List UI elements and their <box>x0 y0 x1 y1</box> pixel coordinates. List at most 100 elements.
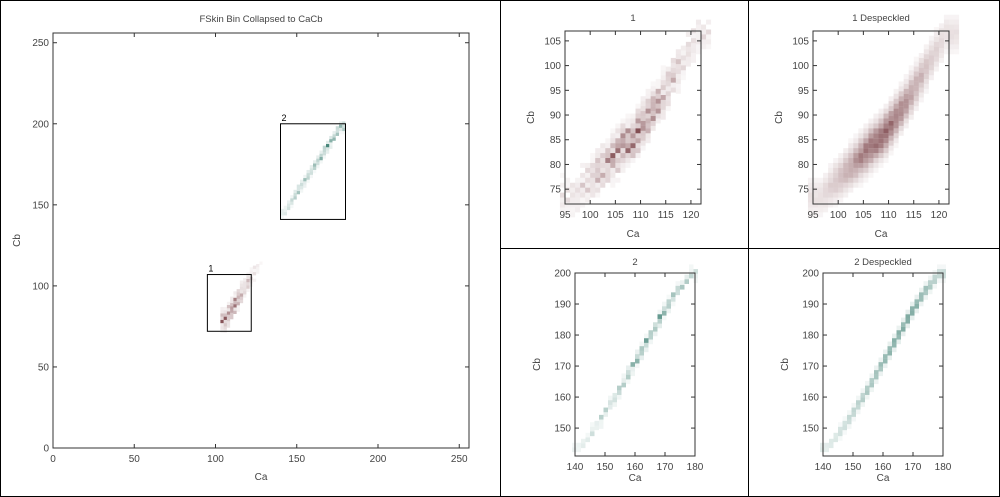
density-cell <box>863 138 869 144</box>
density-cell <box>847 410 852 415</box>
density-cell <box>585 432 590 438</box>
density-cell <box>575 207 581 213</box>
density-cell <box>858 133 864 139</box>
density-cell <box>954 19 960 25</box>
density-cell <box>610 138 616 144</box>
density-cell <box>585 192 591 198</box>
density-cell <box>878 128 884 134</box>
density-cell <box>905 323 910 329</box>
density-cell <box>653 326 658 332</box>
density-cell <box>680 65 686 71</box>
density-cell <box>290 201 294 205</box>
density-cell <box>928 280 933 285</box>
density-cell <box>823 197 829 203</box>
density-cell <box>249 270 253 274</box>
density-cell <box>919 287 924 293</box>
density-cell <box>559 207 565 213</box>
y-tick-label: 50 <box>38 362 50 373</box>
density-cell <box>585 437 590 443</box>
density-cell <box>608 395 613 401</box>
density-cell <box>865 380 870 386</box>
density-cell <box>892 347 897 353</box>
density-cell <box>908 80 914 86</box>
chart-title: 1 <box>630 13 635 24</box>
x-tick-label: 100 <box>207 454 224 465</box>
chart-title: FSkin Bin Collapsed to CaCb <box>199 14 322 25</box>
density-cell <box>824 442 829 448</box>
density-cell <box>883 358 888 364</box>
density-cell <box>893 128 899 134</box>
density-cell <box>923 88 929 94</box>
density-cell <box>580 172 586 178</box>
density-cell <box>883 138 889 144</box>
y-tick-label: 180 <box>802 331 819 342</box>
y-axis-label: Cb <box>780 358 791 371</box>
density-cell <box>329 142 333 146</box>
density-cell <box>918 57 924 63</box>
density-cell <box>226 317 231 322</box>
y-tick-label: 85 <box>550 135 562 146</box>
density-cell <box>575 192 581 198</box>
density-cell <box>949 34 955 40</box>
density-cell <box>823 187 829 193</box>
density-cell <box>223 316 227 320</box>
density-cell <box>893 98 899 104</box>
density-cell <box>316 155 320 159</box>
density-cell <box>896 330 901 335</box>
density-cell <box>660 80 666 86</box>
density-cell <box>863 143 869 149</box>
density-cell <box>818 192 824 198</box>
density-cell <box>893 138 899 144</box>
density-cell <box>938 33 944 39</box>
density-cell <box>865 385 870 391</box>
density-cell <box>828 192 834 198</box>
density-cell <box>954 14 960 20</box>
density-cell <box>575 197 581 203</box>
density-cell <box>620 123 626 129</box>
density-cell <box>575 187 581 193</box>
density-cell <box>689 269 694 274</box>
density-cell <box>838 167 844 173</box>
density-cell <box>848 143 854 149</box>
density-cell <box>675 88 681 94</box>
density-cell <box>874 374 879 380</box>
density-cell <box>630 128 636 134</box>
density-cell <box>599 424 604 429</box>
density-cell <box>829 438 834 444</box>
density-cell <box>670 67 676 73</box>
density-cell <box>873 143 879 149</box>
density-cell <box>612 397 617 403</box>
density-cell <box>246 275 250 279</box>
density-cell <box>565 202 571 208</box>
density-cell <box>610 167 616 173</box>
density-cell <box>868 172 874 178</box>
density-cell <box>888 106 894 112</box>
density-cell <box>888 96 894 102</box>
density-cell <box>590 422 595 427</box>
density-cell <box>701 44 707 50</box>
x-tick-label: 140 <box>815 462 832 473</box>
density-cell <box>293 189 297 194</box>
density-cell <box>626 374 631 380</box>
density-cell <box>220 316 224 320</box>
x-tick-label: 120 <box>931 210 948 221</box>
density-cell <box>615 143 621 149</box>
density-cell <box>630 362 635 367</box>
density-cell <box>868 123 874 129</box>
density-cell <box>645 93 651 99</box>
density-cell <box>842 420 847 426</box>
density-cell <box>928 40 934 46</box>
density-cell <box>863 148 869 154</box>
density-cell <box>807 202 813 208</box>
density-cell <box>928 60 934 66</box>
density-cell <box>883 143 889 149</box>
density-cell <box>858 143 864 149</box>
x-tick-label: 150 <box>288 454 305 465</box>
x-tick-label: 180 <box>935 462 952 473</box>
density-cell <box>572 442 577 448</box>
density-cell <box>660 90 666 96</box>
density-cell <box>239 290 244 294</box>
density-cell <box>625 128 631 134</box>
chart-2: 140 150 160 170 180 150 160 170 180 190 200 2 Ca Cb <box>532 257 704 484</box>
chart-title: 1 Despeckled <box>852 13 910 24</box>
